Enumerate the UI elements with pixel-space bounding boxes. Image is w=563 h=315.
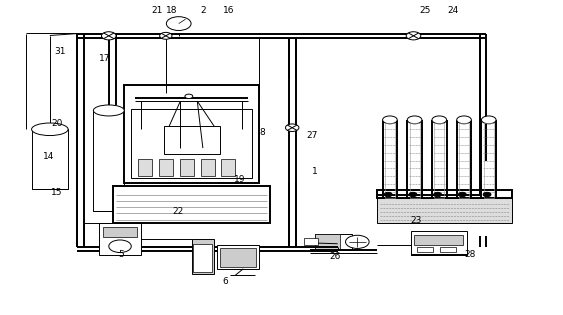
Ellipse shape [32,123,68,135]
Bar [315,234,341,250]
Bar [410,231,467,255]
Bar [159,159,173,176]
Ellipse shape [457,116,471,124]
Circle shape [346,235,369,249]
Ellipse shape [481,116,496,124]
Bar [32,129,68,189]
Circle shape [160,32,172,39]
Bar [93,111,124,211]
Bar [221,159,235,176]
Circle shape [406,32,421,40]
Text: 1: 1 [312,167,318,176]
Bar [315,234,352,250]
Bar [193,244,212,272]
Text: 31: 31 [54,47,65,55]
Bar [217,245,259,269]
Bar [180,159,194,176]
Bar [164,126,220,154]
Bar [99,223,141,255]
Text: 2: 2 [200,6,205,15]
Text: 25: 25 [419,6,431,15]
Bar [220,248,256,267]
Bar [113,186,270,223]
Ellipse shape [407,116,422,124]
Bar [434,123,444,198]
Bar [385,123,395,198]
Ellipse shape [93,105,124,116]
Ellipse shape [383,116,397,124]
Bar [440,247,455,252]
Ellipse shape [432,116,446,124]
Bar [417,247,433,252]
Bar [459,123,469,198]
Circle shape [285,124,299,131]
Text: 18: 18 [167,6,178,15]
Bar [104,227,137,238]
Text: 21: 21 [151,6,163,15]
Text: 6: 6 [222,277,228,286]
Text: 24: 24 [447,6,458,15]
Text: 20: 20 [51,119,62,128]
Circle shape [409,192,417,197]
Text: 16: 16 [222,6,234,15]
Bar [131,109,252,178]
Bar [377,191,512,198]
Text: 5: 5 [119,250,124,260]
Text: 27: 27 [307,131,318,140]
Text: 23: 23 [410,216,422,225]
Circle shape [101,32,116,40]
Bar [191,239,214,273]
Circle shape [483,192,491,197]
Text: 22: 22 [172,207,183,215]
Circle shape [185,94,193,99]
Text: 8: 8 [259,128,265,137]
Circle shape [434,192,441,197]
Text: 14: 14 [43,152,54,161]
Circle shape [458,192,466,197]
Text: 17: 17 [99,54,110,63]
Bar [484,123,494,198]
Text: 15: 15 [51,188,62,197]
Circle shape [385,192,392,197]
Text: 28: 28 [464,250,475,260]
Bar [124,85,259,183]
Bar [409,123,419,198]
Text: 26: 26 [329,252,341,261]
Circle shape [167,17,191,31]
Text: 19: 19 [234,175,245,184]
Bar [304,238,318,245]
Bar [200,159,215,176]
Bar [414,235,463,245]
Bar [377,198,512,223]
Circle shape [109,240,131,253]
Bar [138,159,153,176]
